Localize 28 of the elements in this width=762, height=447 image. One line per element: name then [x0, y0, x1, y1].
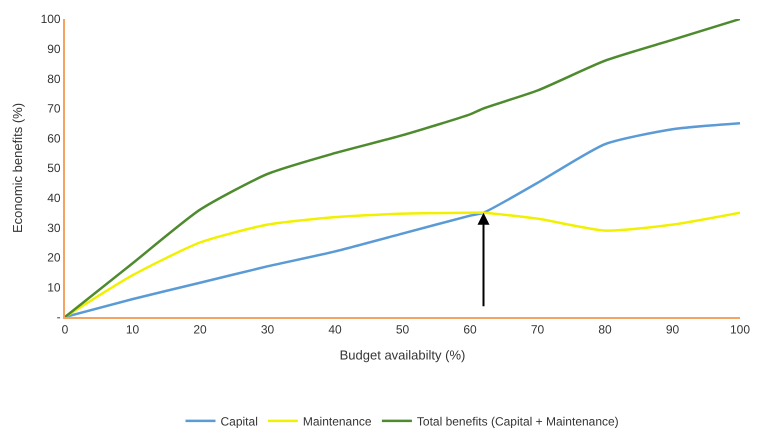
y-tick-label: - [56, 310, 61, 324]
x-axis-title: Budget availabilty (%) [340, 348, 466, 362]
x-tick-label: 60 [463, 322, 477, 336]
legend-label: Total benefits (Capital + Maintenance) [416, 414, 619, 429]
y-tick-label: 20 [47, 250, 61, 265]
x-tick-label: 40 [328, 322, 342, 336]
y-tick-label: 100 [40, 12, 61, 26]
y-tick-label: 70 [47, 102, 61, 116]
legend-label: Capital [220, 414, 258, 429]
y-tick-label: 30 [47, 220, 61, 235]
x-tick-label: 90 [666, 322, 680, 336]
x-tick-label: 30 [260, 322, 274, 336]
y-tick-label: 10 [47, 280, 61, 294]
x-tick-label: 80 [598, 322, 612, 336]
x-tick-label: 20 [193, 322, 207, 336]
y-tick-label: 80 [47, 72, 61, 86]
x-tick-label: 0 [62, 322, 69, 336]
y-tick-label: 40 [47, 191, 61, 205]
x-tick-label: 100 [730, 322, 750, 336]
legend-label: Maintenance [302, 414, 372, 429]
x-tick-label: 10 [126, 322, 140, 336]
y-tick-label: 50 [47, 161, 61, 176]
y-axis-title: Economic benefits (%) [10, 102, 26, 234]
line-series [65, 19, 740, 317]
y-tick-label: 60 [47, 131, 61, 146]
x-tick-label: 50 [396, 322, 410, 336]
x-tick-label: 70 [530, 322, 544, 336]
y-tick-label: 90 [47, 42, 61, 56]
